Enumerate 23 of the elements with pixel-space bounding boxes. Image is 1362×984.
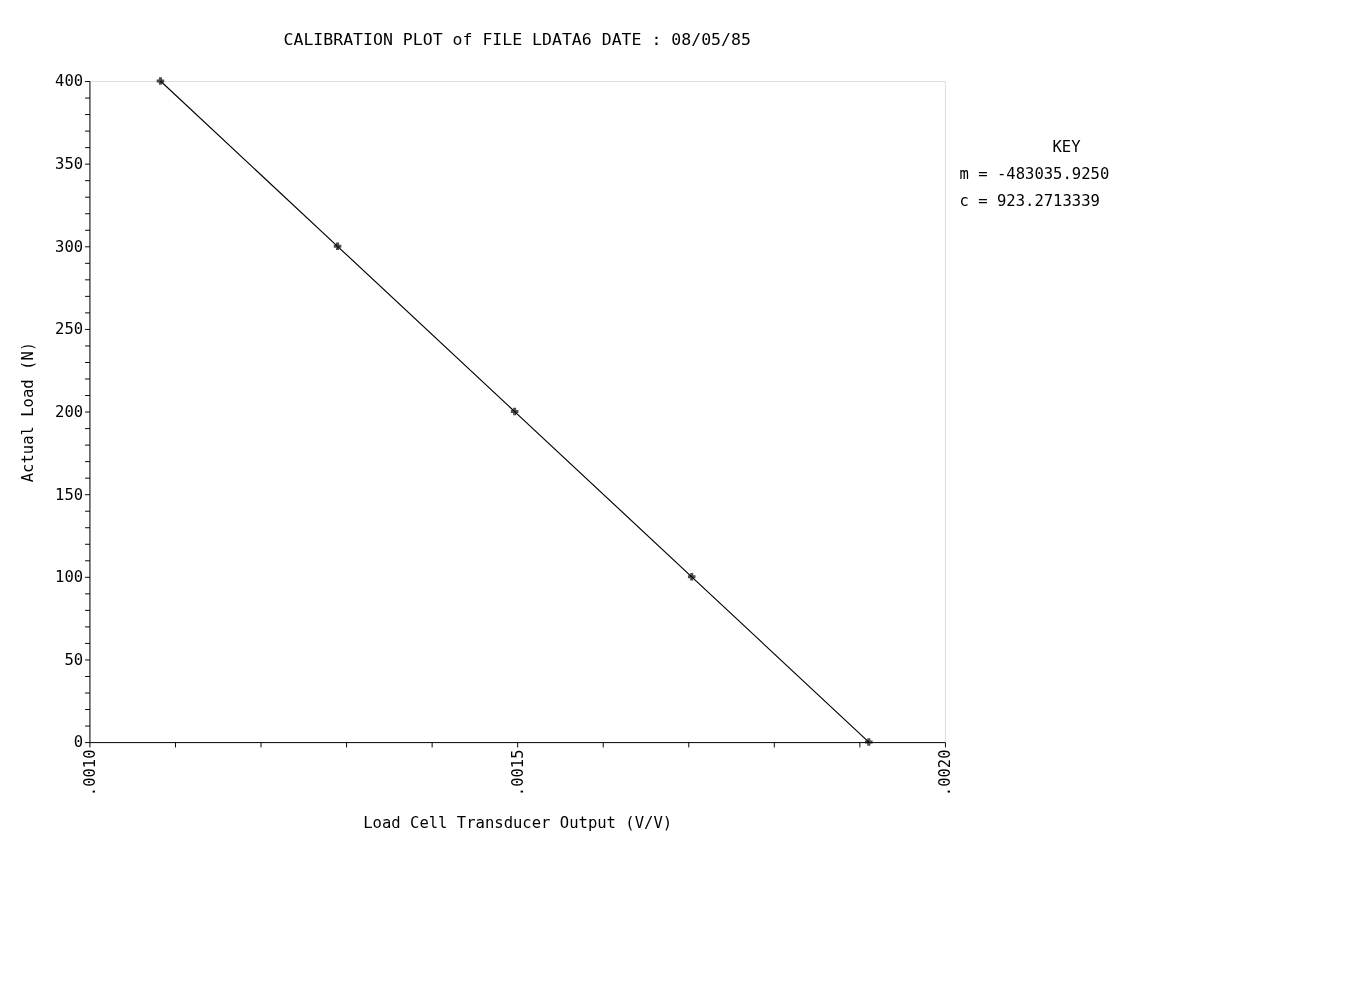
point [865, 738, 873, 746]
y-tick-label: 0 [73, 733, 84, 752]
point [510, 407, 519, 416]
y-tick-label: 50 [64, 650, 84, 669]
chart-title: CALIBRATION PLOT of FILE LDATA6 DATE : 08/05/85 [283, 30, 751, 50]
point [156, 77, 165, 85]
x-tick-label: .0015 [508, 749, 527, 797]
y-tick-label: 150 [55, 485, 84, 504]
x-tick-label: .0010 [80, 749, 99, 797]
y-tick-label: 100 [55, 568, 84, 587]
y-tick-label: 250 [55, 320, 84, 339]
y-tick-label: 400 [55, 72, 84, 91]
x-tick-label: .0020 [936, 749, 955, 797]
y-tick-label: 300 [55, 237, 84, 256]
y-tick-label: 350 [55, 155, 84, 174]
point [333, 242, 342, 251]
y-tick-label: 200 [55, 402, 84, 421]
text: m = -483035.9250 [959, 165, 1110, 184]
point [687, 573, 696, 581]
y-axis-title: Actual Load (N) [18, 341, 37, 483]
text: c = 923.2713339 [959, 192, 1100, 211]
text: KEY [1052, 138, 1082, 156]
x-axis-title: Load Cell Transducer Output (V/V) [363, 814, 673, 833]
